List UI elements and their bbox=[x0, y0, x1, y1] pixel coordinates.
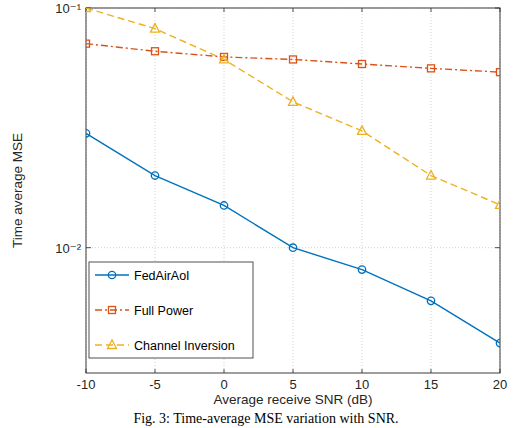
legend-line bbox=[95, 309, 129, 310]
data-point bbox=[289, 244, 296, 251]
legend: FedAirAoI Full Power Channel Inversion bbox=[89, 262, 253, 358]
grid-line bbox=[431, 8, 432, 373]
data-point bbox=[86, 8, 91, 12]
tick-mark bbox=[86, 247, 91, 248]
y-axis-label: Time average MSE bbox=[10, 133, 25, 248]
x-tick-label: -10 bbox=[77, 377, 96, 392]
tick-mark bbox=[224, 369, 225, 373]
legend-label: Channel Inversion bbox=[134, 339, 235, 353]
tick-mark bbox=[293, 8, 294, 12]
series-line bbox=[86, 133, 500, 343]
legend-box bbox=[89, 262, 253, 358]
data-point bbox=[358, 126, 367, 134]
data-point bbox=[289, 97, 298, 106]
x-tick-label: 15 bbox=[424, 377, 438, 392]
y-tick-label: 10⁻² bbox=[55, 241, 81, 256]
tick-mark bbox=[155, 369, 156, 373]
tick-mark bbox=[224, 8, 225, 12]
data-point bbox=[290, 56, 297, 63]
plot-area bbox=[86, 8, 500, 373]
tick-mark bbox=[155, 8, 156, 12]
x-tick-label: 0 bbox=[220, 377, 227, 392]
legend-line bbox=[95, 344, 129, 345]
x-axis-label: Average receive SNR (dB) bbox=[214, 392, 373, 407]
legend-line bbox=[95, 274, 129, 275]
data-point bbox=[220, 202, 227, 209]
tick-mark bbox=[362, 8, 363, 12]
legend-marker bbox=[109, 307, 116, 314]
data-point bbox=[496, 339, 500, 346]
legend-label: Full Power bbox=[134, 304, 193, 318]
legend-marker bbox=[108, 340, 117, 349]
data-point bbox=[220, 54, 229, 63]
axis-frame bbox=[86, 8, 500, 373]
data-point bbox=[86, 40, 90, 47]
data-point bbox=[151, 172, 158, 179]
data-point bbox=[359, 60, 366, 67]
tick-mark bbox=[362, 369, 363, 373]
x-tick-label: 10 bbox=[355, 377, 369, 392]
x-tick-label: 20 bbox=[493, 377, 507, 392]
tick-mark bbox=[431, 369, 432, 373]
y-tick-label: 10⁻¹ bbox=[55, 1, 81, 16]
data-point bbox=[428, 65, 435, 72]
caption: Fig. 3: Time-average MSE variation with … bbox=[133, 411, 398, 426]
data-point bbox=[358, 266, 365, 273]
x-tick-label: 5 bbox=[289, 377, 296, 392]
data-point bbox=[86, 130, 90, 137]
data-point bbox=[152, 48, 159, 55]
legend-marker bbox=[108, 271, 115, 278]
series-line bbox=[86, 44, 500, 72]
data-point bbox=[427, 171, 436, 180]
chart: -10 -5 0 5 10 15 20 10⁻² 10⁻¹ FedAirAoI Full Power… bbox=[0, 0, 532, 428]
data-point bbox=[496, 200, 501, 209]
data-point bbox=[427, 297, 434, 304]
data-point bbox=[151, 24, 160, 33]
tick-mark bbox=[431, 8, 432, 12]
tick-mark bbox=[293, 369, 294, 373]
data-point bbox=[497, 69, 501, 76]
legend-label: FedAirAoI bbox=[134, 269, 190, 283]
series-line bbox=[86, 8, 500, 205]
grid-line bbox=[362, 8, 363, 373]
x-tick-label: -5 bbox=[149, 377, 161, 392]
tick-mark bbox=[495, 247, 500, 248]
